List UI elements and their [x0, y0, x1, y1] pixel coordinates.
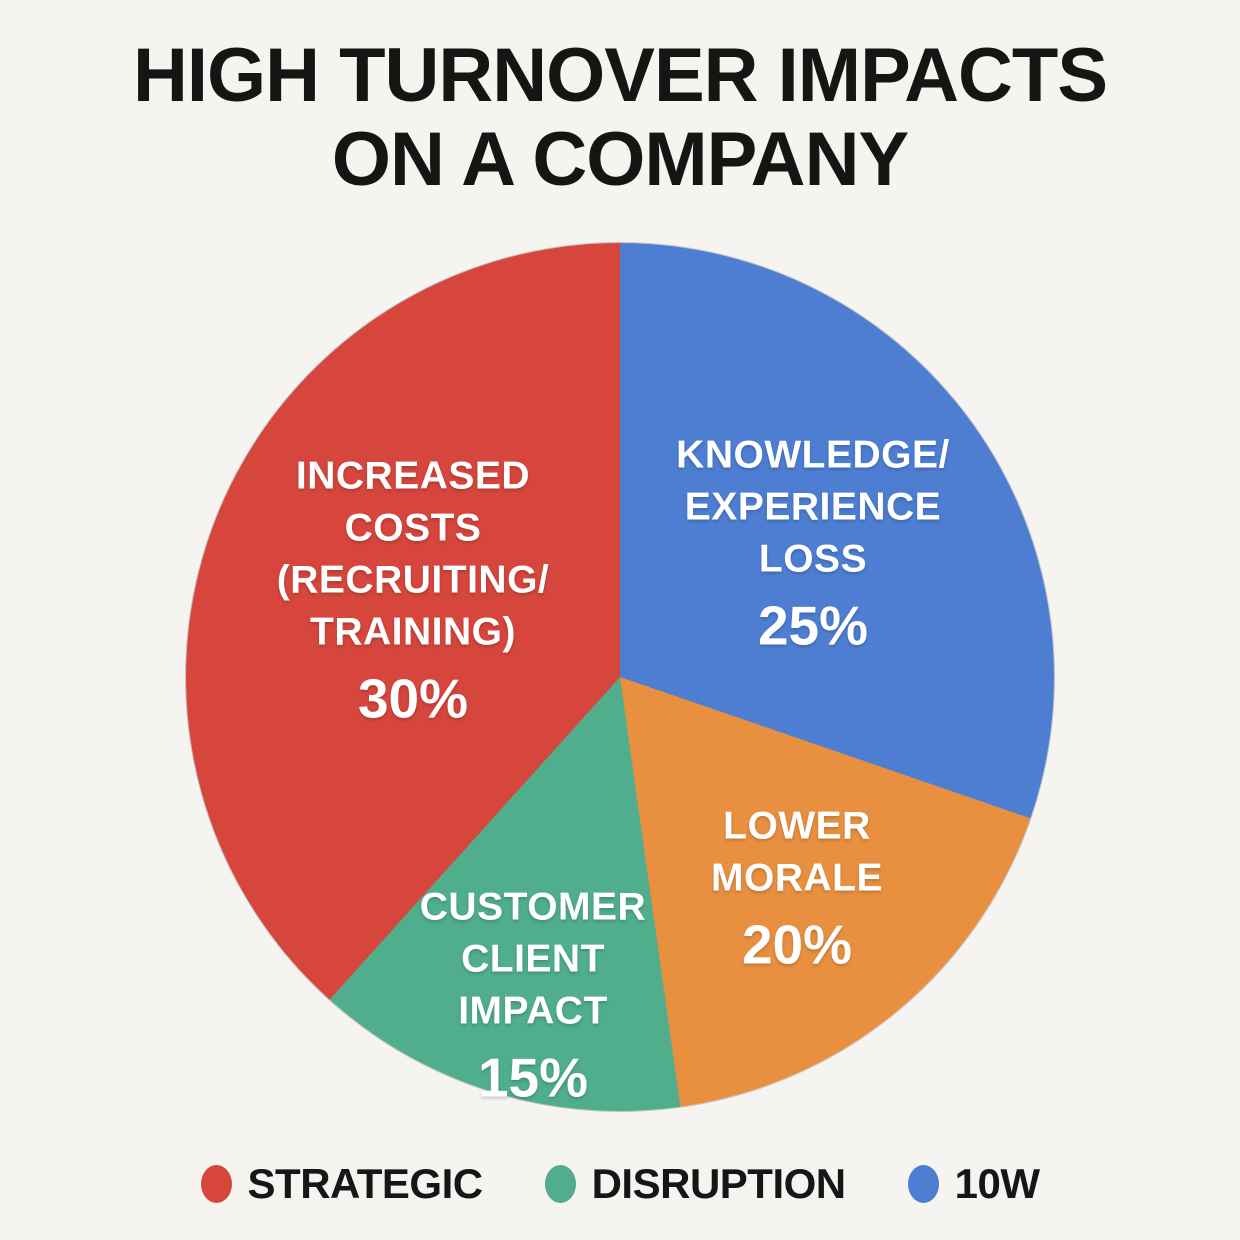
legend-dot-icon	[544, 1165, 576, 1203]
slice-text-line: (RECRUITING/	[276, 558, 550, 602]
slice-text-line: LOSS	[758, 537, 868, 581]
legend: STRATEGIC DISRUPTION 10W	[0, 1160, 1240, 1208]
legend-label: DISRUPTION	[591, 1160, 847, 1207]
slice-text-line: INCREASED	[295, 454, 531, 498]
slice-text-line: TRAINING)	[310, 610, 516, 654]
legend-item-10w: 10W	[907, 1160, 1040, 1208]
slice-percentage: 20%	[741, 913, 853, 976]
slice-label-increased-costs: INCREASED COSTS (RECRUITING/ TRAINING) 3…	[277, 451, 550, 734]
title-line-2: ON A COMPANY	[331, 117, 909, 202]
slice-percentage: 30%	[357, 667, 469, 730]
slice-text-line: COSTS	[344, 506, 482, 550]
legend-item-disruption: DISRUPTION	[544, 1160, 847, 1208]
title-line-1: HIGH TURNOVER IMPACTS	[132, 33, 1108, 118]
slice-percentage: 25%	[757, 594, 869, 657]
slice-text-line: CLIENT	[461, 937, 605, 981]
slice-text-line: LOWER	[723, 804, 871, 848]
slice-text-line: EXPERIENCE	[684, 485, 942, 529]
slice-text-line: MORALE	[711, 856, 883, 900]
slice-label-knowledge-loss: KNOWLEDGE/ EXPERIENCE LOSS 25%	[676, 430, 950, 661]
legend-dot-icon	[907, 1165, 939, 1203]
slice-label-lower-morale: LOWER MORALE 20%	[711, 801, 883, 980]
legend-label: 10W	[954, 1160, 1040, 1207]
slice-text-line: CUSTOMER	[419, 885, 647, 929]
legend-dot-icon	[200, 1165, 232, 1203]
pie	[186, 243, 1054, 1111]
slice-percentage: 15%	[477, 1046, 589, 1109]
page-title: HIGH TURNOVER IMPACTS ON A COMPANY	[0, 34, 1240, 202]
slice-text-line: KNOWLEDGE/	[676, 433, 950, 477]
legend-label: STRATEGIC	[247, 1160, 484, 1207]
slice-text-line: IMPACT	[458, 989, 608, 1033]
legend-item-strategic: STRATEGIC	[200, 1160, 484, 1208]
slice-label-customer-impact: CUSTOMER CLIENT IMPACT 15%	[420, 882, 646, 1113]
